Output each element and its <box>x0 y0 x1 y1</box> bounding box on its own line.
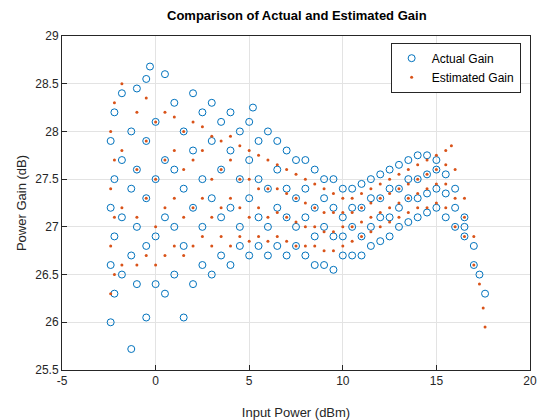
svg-text:20: 20 <box>523 374 537 388</box>
svg-text:26: 26 <box>45 315 59 329</box>
svg-text:28: 28 <box>45 125 59 139</box>
svg-text:Power Gain (dB): Power Gain (dB) <box>14 155 29 251</box>
svg-text:29: 29 <box>45 29 59 43</box>
svg-text:25.5: 25.5 <box>35 363 59 377</box>
svg-text:Input Power (dBm): Input Power (dBm) <box>242 405 350 420</box>
svg-text:28.5: 28.5 <box>35 77 59 91</box>
svg-text:26.5: 26.5 <box>35 268 59 282</box>
svg-text:27.5: 27.5 <box>35 172 59 186</box>
svg-text:Comparison of Actual and Estim: Comparison of Actual and Estimated Gain <box>167 8 427 23</box>
svg-text:15: 15 <box>430 374 444 388</box>
svg-text:Actual Gain: Actual Gain <box>432 52 494 66</box>
svg-text:Estimated Gain: Estimated Gain <box>432 71 514 85</box>
svg-text:10: 10 <box>336 374 350 388</box>
svg-text:27: 27 <box>45 220 59 234</box>
svg-text:5: 5 <box>246 374 253 388</box>
svg-text:0: 0 <box>152 374 159 388</box>
svg-text:-5: -5 <box>57 374 68 388</box>
